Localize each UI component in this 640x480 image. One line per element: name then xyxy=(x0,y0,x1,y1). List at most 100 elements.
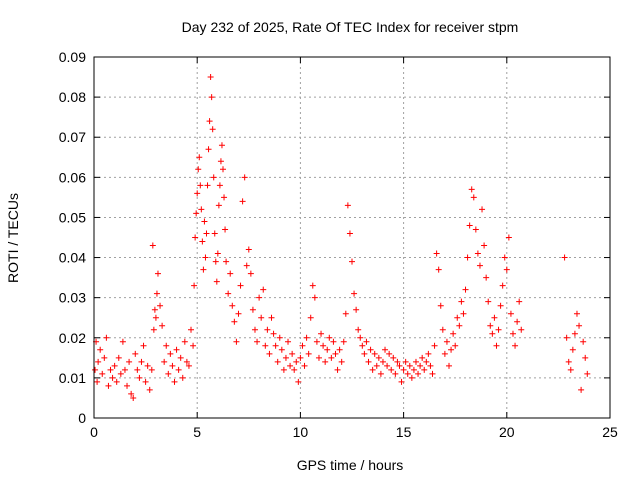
data-point xyxy=(342,310,349,317)
data-point xyxy=(429,370,436,377)
data-point xyxy=(157,302,164,309)
data-point xyxy=(124,382,131,389)
data-point xyxy=(221,194,228,201)
data-point xyxy=(185,362,192,369)
data-point xyxy=(384,362,391,369)
data-point xyxy=(427,362,434,369)
data-point xyxy=(171,378,178,385)
data-point xyxy=(305,350,312,357)
data-point xyxy=(92,366,99,373)
data-point xyxy=(276,334,283,341)
data-point xyxy=(437,302,444,309)
data-point xyxy=(274,358,281,365)
data-point xyxy=(212,258,219,265)
data-point xyxy=(505,234,512,241)
data-point xyxy=(211,230,218,237)
data-point xyxy=(175,366,182,373)
data-point xyxy=(454,314,461,321)
data-point xyxy=(373,362,380,369)
data-point xyxy=(190,342,197,349)
data-point xyxy=(349,258,355,265)
data-point xyxy=(474,250,481,257)
data-point xyxy=(489,330,496,337)
data-point xyxy=(433,250,440,257)
data-point xyxy=(121,366,128,373)
data-point xyxy=(344,202,351,209)
data-point xyxy=(132,350,139,357)
y-tick-label: 0.09 xyxy=(59,49,86,65)
data-point xyxy=(340,338,347,345)
data-point xyxy=(472,226,479,233)
data-point xyxy=(330,338,337,345)
data-point xyxy=(297,354,304,361)
data-point xyxy=(435,266,442,273)
data-point xyxy=(450,330,457,337)
data-point xyxy=(183,358,190,365)
y-tick-label: 0.02 xyxy=(59,330,86,346)
data-point xyxy=(295,378,302,385)
data-point xyxy=(291,366,298,373)
data-point xyxy=(169,362,176,369)
data-point xyxy=(264,326,271,333)
data-point xyxy=(148,366,155,373)
data-point xyxy=(452,342,459,349)
data-point xyxy=(495,326,502,333)
data-point xyxy=(218,142,225,149)
data-point xyxy=(191,282,198,289)
data-point xyxy=(425,350,432,357)
y-tick-label: 0.05 xyxy=(59,209,86,225)
y-tick-label: 0.06 xyxy=(59,169,86,185)
data-point xyxy=(458,298,465,305)
data-point xyxy=(516,298,523,305)
data-point xyxy=(357,334,364,341)
data-point xyxy=(237,282,244,289)
data-point xyxy=(280,366,287,373)
data-point xyxy=(394,358,401,365)
y-axis-label: ROTI / TECUs xyxy=(5,193,21,283)
data-point xyxy=(313,338,320,345)
data-point xyxy=(282,354,289,361)
data-point xyxy=(101,354,108,361)
data-point xyxy=(351,290,358,297)
data-point xyxy=(109,374,116,381)
data-point xyxy=(462,286,469,293)
data-point xyxy=(571,330,578,337)
data-point xyxy=(441,350,448,357)
x-tick-label: 5 xyxy=(193,424,201,440)
data-point xyxy=(565,358,572,365)
data-point xyxy=(287,362,294,369)
data-point xyxy=(466,222,473,229)
data-point xyxy=(293,358,300,365)
data-point xyxy=(201,218,208,225)
data-point xyxy=(207,74,214,81)
data-point xyxy=(439,326,446,333)
data-point xyxy=(192,234,199,241)
data-point xyxy=(173,346,180,353)
data-point xyxy=(144,362,151,369)
plot-frame xyxy=(93,56,611,419)
data-point xyxy=(214,250,221,257)
data-point xyxy=(336,346,343,353)
data-point xyxy=(307,314,314,321)
data-point xyxy=(262,342,269,349)
data-point xyxy=(582,354,589,361)
data-point xyxy=(289,350,296,357)
data-point xyxy=(195,166,202,173)
data-point xyxy=(198,206,205,213)
data-point xyxy=(563,334,570,341)
data-point xyxy=(501,254,508,261)
data-point xyxy=(163,342,170,349)
data-point xyxy=(369,366,376,373)
data-point xyxy=(220,166,226,173)
data-point xyxy=(167,350,174,357)
data-point xyxy=(303,334,310,341)
data-point xyxy=(404,370,411,377)
data-point xyxy=(260,286,267,293)
data-point xyxy=(365,358,372,365)
data-point xyxy=(481,242,488,249)
data-point xyxy=(165,370,172,377)
data-point xyxy=(128,390,135,397)
data-point xyxy=(518,326,525,333)
